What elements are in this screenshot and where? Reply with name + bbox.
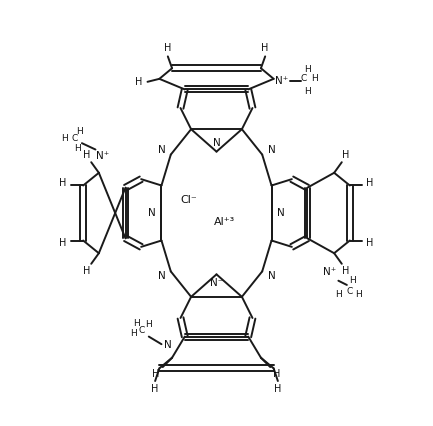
Text: N: N [213, 138, 220, 148]
Text: H: H [335, 290, 342, 299]
Text: Cl⁻: Cl⁻ [181, 195, 197, 205]
Text: H: H [59, 238, 67, 248]
Text: H: H [152, 385, 159, 394]
Text: C: C [71, 135, 78, 144]
Text: H: H [343, 266, 350, 276]
Text: H: H [133, 320, 140, 328]
Text: H: H [274, 385, 281, 394]
Text: N: N [158, 271, 165, 281]
Text: C: C [300, 75, 307, 83]
Text: H: H [83, 266, 90, 276]
Text: C: C [347, 287, 353, 296]
Text: H: H [262, 43, 269, 53]
Text: N⁺: N⁺ [275, 76, 288, 86]
Text: H: H [74, 144, 81, 153]
Text: H: H [343, 150, 350, 160]
Text: H: H [131, 329, 137, 338]
Text: H: H [349, 276, 356, 285]
Text: H: H [366, 238, 374, 248]
Text: N: N [268, 145, 275, 155]
Text: H: H [273, 369, 281, 379]
Text: H: H [76, 127, 83, 136]
Text: H: H [61, 135, 68, 144]
Text: H: H [152, 369, 160, 379]
Text: H: H [304, 87, 311, 96]
Text: N⁺: N⁺ [323, 267, 336, 277]
Text: N: N [268, 271, 275, 281]
Text: N: N [277, 208, 285, 218]
Text: H: H [136, 77, 143, 87]
Text: N⁺: N⁺ [97, 151, 110, 161]
Text: H: H [355, 290, 362, 299]
Text: H: H [59, 178, 67, 188]
Text: Al⁺³: Al⁺³ [214, 217, 236, 227]
Text: H: H [366, 178, 374, 188]
Text: N: N [164, 340, 172, 350]
Text: H: H [304, 65, 311, 74]
Text: C: C [138, 326, 144, 335]
Text: N⁻: N⁻ [210, 278, 223, 288]
Text: H: H [145, 320, 152, 329]
Text: N: N [158, 145, 165, 155]
Text: H: H [311, 75, 318, 83]
Text: H: H [164, 43, 171, 53]
Text: N: N [148, 208, 156, 218]
Text: H: H [83, 150, 90, 160]
